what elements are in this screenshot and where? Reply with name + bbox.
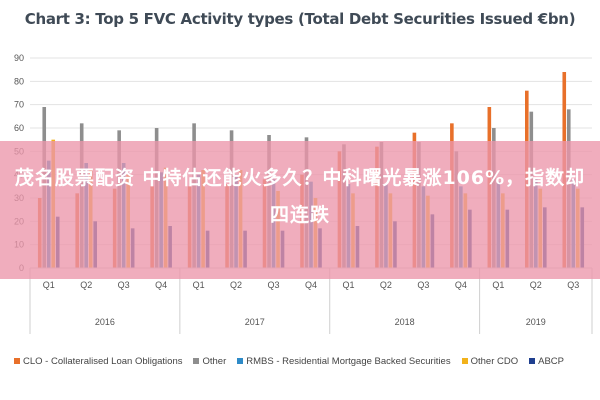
banner-overlay[interactable]: [0, 141, 600, 279]
legend-swatch: [193, 358, 200, 364]
legend-item: Other CDO: [461, 355, 519, 367]
legend-swatch: [14, 358, 20, 364]
x-tick-label: Q3: [417, 280, 429, 290]
legend-label: ABCP: [538, 355, 564, 367]
x-tick-label: Q3: [567, 280, 579, 290]
legend-item: CLO - Collateralised Loan Obligations: [14, 356, 182, 367]
legend-swatch: [529, 358, 536, 364]
x-group-label: 2016: [95, 317, 115, 327]
y-tick-label: 80: [14, 76, 24, 86]
x-tick-label: Q3: [118, 280, 130, 290]
x-tick-label: Q1: [492, 280, 504, 290]
legend-item: ABCP: [529, 356, 564, 367]
x-tick-label: Q1: [193, 280, 205, 290]
legend-swatch: [237, 358, 244, 364]
x-tick-label: Q4: [455, 280, 467, 290]
legend-label: RMBS - Residential Mortgage Backed Secur…: [246, 355, 451, 367]
x-tick-label: Q4: [155, 280, 167, 290]
x-tick-label: Q2: [380, 280, 392, 290]
legend-label: CLO - Collateralised Loan Obligations: [23, 355, 183, 367]
x-tick-label: Q4: [305, 280, 317, 290]
chart-title: Chart 3: Top 5 FVC Activity types (Total…: [24, 10, 576, 28]
y-tick-label: 90: [14, 53, 24, 63]
banner-headline[interactable]: 茂名股票配资 中特估还能火多久？中科曙光暴涨106%，指数却四连跌: [14, 167, 586, 226]
x-tick-label: Q2: [530, 280, 542, 290]
legend-item: Other: [193, 356, 226, 367]
x-tick-label: Q1: [342, 280, 354, 290]
y-tick-label: 60: [14, 123, 24, 133]
x-tick-label: Q1: [43, 280, 55, 290]
legend-label: Other CDO: [470, 355, 519, 367]
x-group-label: 2017: [245, 317, 265, 327]
x-tick-label: Q3: [268, 280, 280, 290]
chart-legend: CLO - Collateralised Loan Obligations Oth…: [14, 353, 600, 369]
x-tick-label: Q2: [230, 280, 242, 290]
legend-swatch: [461, 358, 468, 364]
legend-item: RMBS - Residential Mortgage Backed Secur…: [237, 355, 451, 367]
legend-label: Other: [202, 355, 227, 367]
y-tick-label: 70: [14, 100, 24, 110]
x-group-label: 2019: [526, 317, 546, 327]
x-group-label: 2018: [395, 317, 415, 327]
x-tick-label: Q2: [80, 280, 92, 290]
